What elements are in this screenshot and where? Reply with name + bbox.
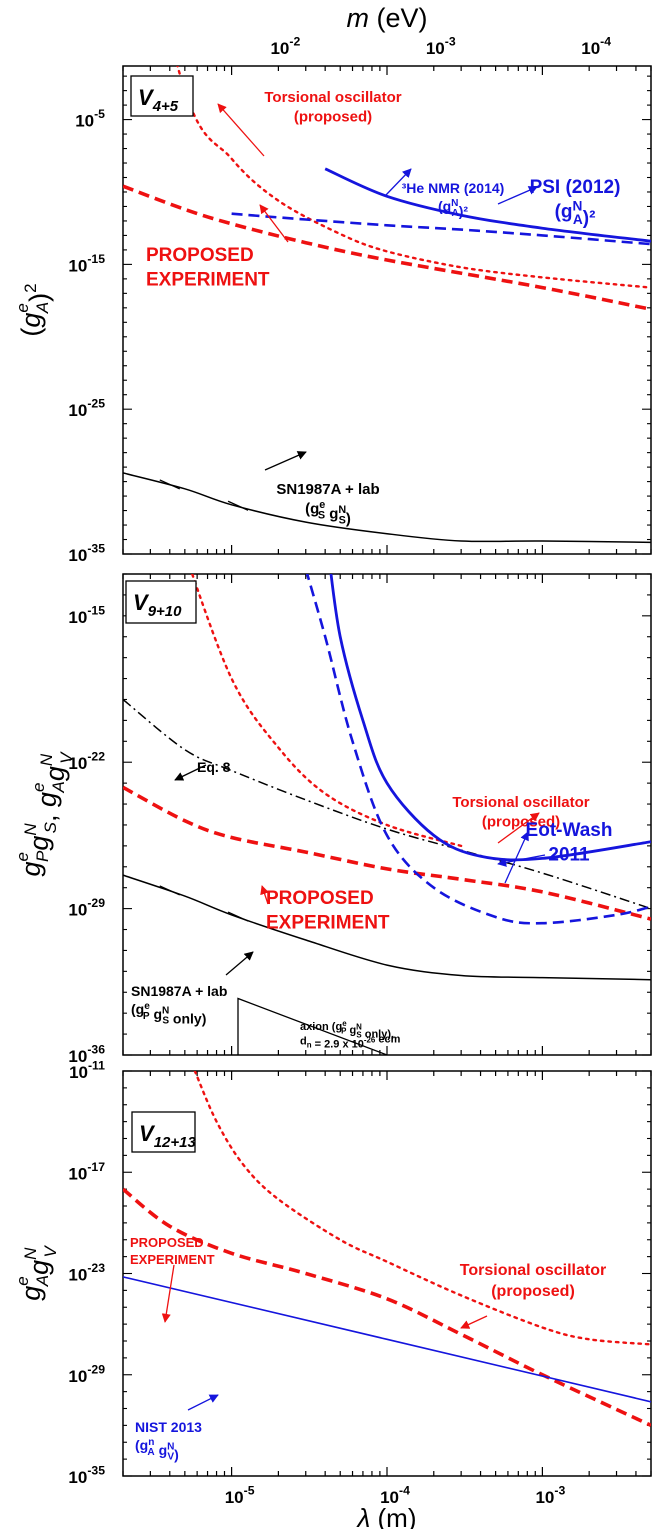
annotation-arrow bbox=[497, 812, 540, 844]
axion-label: axion (ge P gN S only), bbox=[300, 1019, 394, 1041]
bottom-axis-label: λ (m) bbox=[356, 1503, 417, 1529]
eotwash-label: Eot-Wash bbox=[526, 820, 613, 841]
eotwash-label: 2011 bbox=[548, 845, 590, 866]
sn-tick-mark bbox=[227, 911, 249, 922]
proposed-label: PROPOSED bbox=[266, 888, 374, 909]
sn-tick-mark bbox=[159, 885, 181, 896]
panel-badge bbox=[125, 580, 197, 624]
torsional-label: (proposed) bbox=[294, 109, 372, 126]
annotation-arrow bbox=[460, 1315, 488, 1329]
panel-badge-label: V9+10 bbox=[133, 590, 182, 620]
series-sn bbox=[123, 874, 651, 981]
plot-frame bbox=[122, 65, 652, 555]
y-axis-label: gePgNS, geAgNV bbox=[13, 751, 76, 877]
sn-label: (ge P gN S only) bbox=[131, 1001, 206, 1027]
series-torsional bbox=[193, 1071, 651, 1346]
proposed-label: EXPERIMENT bbox=[130, 1252, 215, 1267]
he3-label: ³He NMR (2014) bbox=[402, 180, 505, 196]
annotation-arrow bbox=[161, 1264, 175, 1323]
panel-3: 10-11 10-17 10-23 10-29 10-35 V12+13 PROPOSED E… bbox=[13, 1059, 652, 1488]
series-torsional bbox=[176, 66, 651, 289]
series-eotwash-dashed bbox=[305, 574, 651, 925]
he3-label: (gN A)² bbox=[438, 198, 468, 219]
y-tick-label: 10-23 bbox=[68, 1261, 105, 1285]
torsional-label: (proposed) bbox=[482, 814, 560, 831]
y-tick-label: 10-25 bbox=[68, 397, 105, 421]
nist-label: (gn A gN V) bbox=[135, 1437, 179, 1463]
top-tick-label: 10-3 bbox=[426, 35, 456, 59]
panel-badge bbox=[130, 75, 194, 117]
top-tick-label: 10-2 bbox=[270, 35, 300, 59]
series-eq8 bbox=[123, 698, 651, 910]
annotation-arrow bbox=[497, 854, 546, 867]
panel-badge-label: V4+5 bbox=[138, 85, 179, 115]
sn-label: SN1987A + lab bbox=[276, 481, 379, 498]
y-tick-label: 10-15 bbox=[68, 603, 105, 627]
bottom-axis: 10-5 10-4 10-3 λ (m) bbox=[225, 1484, 566, 1529]
sn-tick-mark bbox=[227, 500, 249, 511]
y-tick-label: 10-35 bbox=[68, 1464, 105, 1488]
y-tick-label: 10-22 bbox=[68, 750, 105, 774]
series-axion bbox=[237, 997, 388, 1055]
axion-label: dn = 2.9 x 10-26 ecm bbox=[300, 1034, 401, 1051]
panel-badge bbox=[131, 1111, 196, 1153]
proposed-label: PROPOSED bbox=[130, 1235, 204, 1250]
top-tick-label: 10-4 bbox=[581, 35, 611, 59]
top-axis: 10-2 10-3 10-4 m (eV) bbox=[270, 3, 611, 58]
y-axis-label: geAgNV bbox=[13, 1245, 60, 1301]
proposed-label: PROPOSED bbox=[146, 245, 254, 266]
y-tick-label: 10-29 bbox=[68, 1362, 105, 1386]
torsional-label: (proposed) bbox=[491, 1283, 575, 1300]
series-torsional bbox=[190, 574, 463, 848]
series-proposed bbox=[123, 184, 651, 312]
psi-label: (gN A)² bbox=[555, 198, 596, 229]
sn-tick-mark bbox=[159, 479, 181, 490]
annotation-arrow bbox=[260, 885, 269, 905]
torsional-label: Torsional oscillator bbox=[460, 1262, 606, 1279]
series-proposed bbox=[123, 785, 651, 921]
y-tick-label: 10-5 bbox=[75, 107, 105, 131]
panel-1: 10-5 10-15 10-25 10-35 V4+5 Torsional oscilla… bbox=[13, 65, 652, 566]
annotation-arrow bbox=[504, 831, 529, 884]
y-tick-label: 10-36 bbox=[68, 1043, 105, 1067]
series-he3 bbox=[231, 212, 651, 246]
proposed-label: EXPERIMENT bbox=[266, 913, 390, 934]
top-axis-label: m (eV) bbox=[346, 3, 427, 33]
series-eotwash bbox=[329, 574, 651, 862]
y-axis-label: (geA)2 bbox=[13, 283, 54, 336]
y-tick-label: 10-15 bbox=[68, 252, 105, 276]
panel-2: 10-15 10-22 10-29 10-36 V9+10 Torsional oscil… bbox=[13, 573, 652, 1067]
nist-label: NIST 2013 bbox=[135, 1419, 202, 1435]
annotation-arrow bbox=[497, 186, 538, 205]
bottom-tick-label: 10-4 bbox=[380, 1484, 410, 1508]
series-nist bbox=[123, 1276, 651, 1403]
y-tick-label: 10-29 bbox=[68, 896, 105, 920]
series-sn bbox=[123, 472, 651, 544]
series-proposed bbox=[123, 1187, 651, 1428]
annotation-arrow bbox=[264, 451, 307, 471]
annotation-arrow bbox=[225, 951, 254, 976]
panel-badge-label: V12+13 bbox=[139, 1121, 196, 1151]
proposed-label: EXPERIMENT bbox=[146, 270, 270, 291]
annotation-arrow bbox=[174, 764, 207, 781]
sn-label: SN1987A + lab bbox=[131, 983, 227, 999]
psi-label: PSI (2012) bbox=[530, 177, 621, 198]
annotation-arrow bbox=[384, 168, 412, 197]
annotation-arrow bbox=[187, 1394, 219, 1411]
torsional-label: Torsional oscillator bbox=[452, 794, 589, 811]
y-tick-label: 10-17 bbox=[68, 1160, 105, 1184]
bottom-tick-label: 10-5 bbox=[225, 1484, 255, 1508]
bottom-tick-label: 10-3 bbox=[535, 1484, 565, 1508]
eq8-label: Eq. 8 bbox=[197, 759, 231, 775]
y-tick-label: 10-35 bbox=[68, 542, 105, 566]
torsional-label: Torsional oscillator bbox=[264, 89, 401, 106]
series-psi bbox=[324, 167, 651, 243]
annotation-arrow bbox=[259, 204, 289, 243]
y-tick-label: 10-11 bbox=[69, 1059, 105, 1083]
sn-label: (ge S gN S) bbox=[305, 499, 351, 528]
annotation-arrow bbox=[217, 103, 265, 157]
